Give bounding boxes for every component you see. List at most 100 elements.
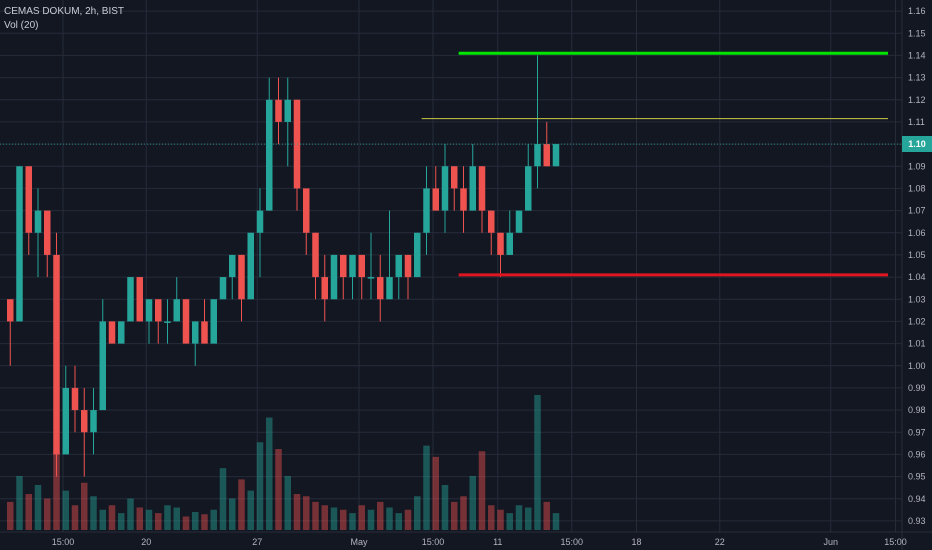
price-tick-label: 1.06 xyxy=(908,228,926,238)
candle-body xyxy=(182,299,190,344)
candle-body xyxy=(99,321,106,411)
volume-bar xyxy=(441,485,449,530)
candle-body xyxy=(506,232,513,255)
volume-bar xyxy=(34,485,42,530)
volume-bar xyxy=(358,505,365,530)
candle-body xyxy=(377,277,384,300)
volume-bar xyxy=(182,516,190,530)
volume-bar xyxy=(7,501,14,530)
candle-body xyxy=(340,254,347,278)
volume-bar xyxy=(367,509,375,530)
time-tick-label: 15:00 xyxy=(560,537,583,547)
candle-body xyxy=(275,99,282,122)
time-tick-label: 18 xyxy=(631,537,641,547)
volume-bars xyxy=(7,395,560,530)
volume-bar xyxy=(192,512,199,530)
candle-body xyxy=(414,232,421,278)
candle-body xyxy=(525,166,532,211)
volume-bar xyxy=(16,476,23,530)
candle-body xyxy=(71,387,79,411)
candle-body xyxy=(284,99,291,122)
candle-body xyxy=(256,210,264,233)
level-lines xyxy=(0,51,902,277)
candle-body xyxy=(488,210,495,233)
candle-body xyxy=(229,254,236,278)
candle-body xyxy=(7,299,14,322)
candle-body xyxy=(81,410,88,433)
legend: CEMAS DOKUM, 2h, BIST Vol (20) xyxy=(4,5,124,33)
price-tick-label: 1.09 xyxy=(908,161,926,171)
volume-bar xyxy=(44,498,51,530)
candle-body xyxy=(552,144,560,167)
candle-body xyxy=(330,254,338,300)
time-axis[interactable]: 15:002027May15:001115:001822Jun15:00815:… xyxy=(52,537,932,547)
volume-bar xyxy=(145,509,153,530)
candle-body xyxy=(145,299,153,322)
volume-bar xyxy=(534,395,541,530)
candles xyxy=(7,55,560,477)
volume-bar xyxy=(118,513,125,530)
price-tick-label: 1.03 xyxy=(908,294,926,304)
time-tick-label: 22 xyxy=(715,537,725,547)
volume-bar xyxy=(229,498,236,530)
candle-body xyxy=(534,144,541,167)
volume-bar xyxy=(275,449,282,530)
candle-body xyxy=(515,210,523,233)
volume-bar xyxy=(90,496,97,530)
candle-body xyxy=(395,254,402,278)
price-tick-label: 0.98 xyxy=(908,405,926,415)
volume-bar xyxy=(312,501,319,530)
volume-bar xyxy=(552,513,560,530)
candle-body xyxy=(34,210,42,233)
candle-body xyxy=(321,277,328,300)
candle-body xyxy=(543,144,550,167)
candle-body xyxy=(441,166,449,211)
volume-bar xyxy=(219,468,227,530)
candle-body xyxy=(53,254,60,455)
volume-bar xyxy=(303,496,310,530)
volume-bar xyxy=(543,501,550,530)
candle-body xyxy=(358,254,365,278)
price-tick-label: 0.94 xyxy=(908,494,926,504)
price-tick-label: 1.11 xyxy=(908,117,925,127)
price-tick-label: 0.97 xyxy=(908,427,926,437)
volume-bar xyxy=(515,505,523,530)
time-tick-label: 15:00 xyxy=(52,537,75,547)
candle-body xyxy=(451,166,458,189)
volume-bar xyxy=(395,513,402,530)
volume-bar xyxy=(386,507,393,530)
volume-bar xyxy=(469,476,476,530)
price-axis[interactable]: 1.161.151.141.131.121.111.101.091.081.07… xyxy=(908,6,926,526)
volume-bar xyxy=(266,417,273,530)
candle-body xyxy=(25,166,32,233)
price-tick-label: 1.16 xyxy=(908,6,926,16)
candle-body xyxy=(62,387,69,455)
price-tick-label: 1.07 xyxy=(908,206,926,216)
volume-bar xyxy=(460,496,467,530)
last-price-tag: 1.10 xyxy=(902,136,932,153)
volume-bar xyxy=(423,445,430,530)
price-tick-label: 0.93 xyxy=(908,516,926,526)
volume-bar xyxy=(201,514,208,530)
candle-body xyxy=(219,277,227,300)
candle-body xyxy=(478,166,486,211)
volume-bar xyxy=(99,509,106,530)
candle-body xyxy=(423,188,430,233)
volume-bar xyxy=(330,507,338,530)
time-tick-label: 20 xyxy=(141,537,151,547)
price-tick-label: 1.00 xyxy=(908,361,926,371)
candle-body xyxy=(404,254,412,278)
price-tick-label: 1.01 xyxy=(908,339,926,349)
candle-body xyxy=(192,321,199,344)
volume-bar xyxy=(404,509,412,530)
volume-bar xyxy=(293,494,301,530)
candle-body xyxy=(460,188,467,211)
candle-body xyxy=(247,232,254,300)
volume-bar xyxy=(136,507,143,530)
price-tick-label: 0.99 xyxy=(908,383,926,393)
candle-body xyxy=(201,321,208,344)
chart-title: CEMAS DOKUM, 2h, BIST xyxy=(4,6,125,17)
volume-bar xyxy=(53,451,60,530)
volume-bar xyxy=(451,501,458,530)
